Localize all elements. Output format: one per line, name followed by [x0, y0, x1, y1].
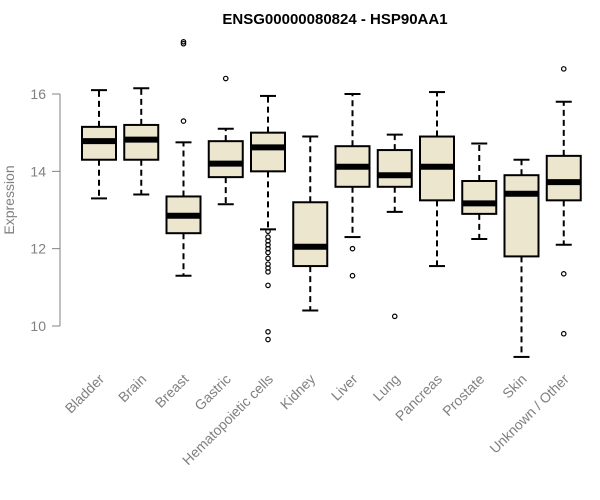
outlier-point: [560, 66, 567, 72]
outlier-point: [265, 282, 271, 289]
outlier-point: [180, 40, 187, 47]
boxes-layer: [81, 38, 582, 358]
box: [207, 140, 244, 179]
y-tick-label: 16: [30, 86, 46, 102]
x-tick-label: Breast: [152, 371, 192, 411]
outlier-point: [265, 228, 271, 235]
box-group: [376, 133, 413, 320]
box: [250, 131, 286, 173]
x-tick-label: Kidney: [277, 371, 319, 413]
outlier-point: [265, 255, 271, 262]
box: [461, 180, 498, 215]
x-tick-label: Unknown / Other: [486, 371, 572, 457]
outlier-point: [349, 272, 356, 279]
outlier-point: [180, 118, 187, 124]
outlier-point: [265, 249, 271, 256]
x-tick-label: Skin: [499, 371, 530, 402]
box-group: [461, 142, 498, 240]
y-tick-label: 10: [30, 318, 46, 334]
outlier-point: [560, 330, 567, 337]
x-tick-label: Brain: [115, 371, 149, 405]
y-tick-label: 14: [30, 163, 46, 179]
box-group: [165, 38, 202, 277]
chart-title: ENSG00000080824 - HSP90AA1: [222, 11, 447, 28]
box-group: [545, 66, 582, 337]
box: [503, 174, 540, 258]
box-group: [81, 89, 117, 200]
box: [292, 201, 329, 268]
y-axis: 10 12 14 16: [30, 86, 61, 334]
x-tick-label: Lung: [370, 371, 403, 404]
outlier-point: [180, 38, 187, 45]
box-group: [207, 75, 244, 206]
outlier-point: [222, 75, 229, 82]
x-tick-label: Pancreas: [392, 371, 445, 424]
outlier-point: [349, 245, 356, 252]
y-axis-label: Expression: [1, 165, 17, 234]
outlier-point: [265, 336, 271, 343]
x-tick-label: Prostate: [439, 371, 487, 419]
box-group: [503, 158, 540, 358]
y-tick-label: 12: [30, 241, 46, 257]
outlier-point: [265, 328, 271, 335]
box-group: [419, 91, 455, 268]
x-tick-label: Bladder: [62, 371, 108, 417]
box-group: [334, 93, 371, 279]
box-group: [292, 135, 329, 312]
outlier-point: [391, 313, 398, 320]
box-group: [250, 94, 286, 343]
box: [376, 149, 413, 188]
outlier-point: [265, 269, 271, 275]
outlier-point: [560, 270, 567, 277]
box: [545, 154, 582, 202]
x-tick-label: Liver: [328, 371, 361, 404]
box-group: [123, 87, 160, 196]
